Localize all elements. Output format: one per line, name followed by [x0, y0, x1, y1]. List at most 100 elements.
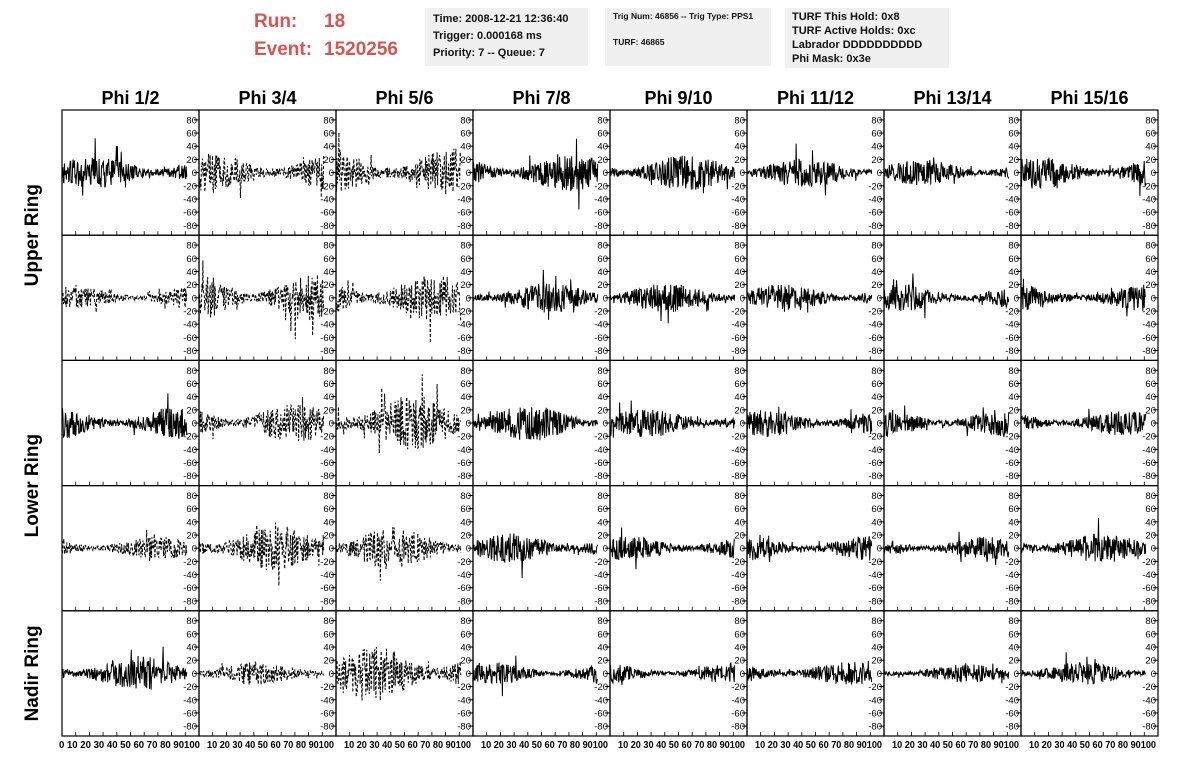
- y-tick-label: -20: [457, 682, 471, 693]
- y-tick-label: -80: [594, 471, 608, 482]
- y-tick-label: -60: [594, 208, 608, 219]
- y-tick-label: -20: [320, 682, 334, 693]
- y-tick-label: 20: [186, 280, 197, 291]
- waveform-panel: -80 -60 -40 -20 0 20 40 60 80: [883, 109, 1022, 236]
- y-tick-label: 40: [871, 392, 882, 403]
- y-tick-label: 20: [460, 155, 471, 166]
- y-tick-label: 0: [603, 293, 608, 304]
- time-line: Time: 2008-12-21 12:36:40: [433, 13, 569, 25]
- y-tick-label: 40: [1145, 267, 1156, 278]
- y-tick-label: 20: [1145, 656, 1156, 667]
- y-tick-label: 80: [597, 115, 608, 126]
- y-tick-label: 20: [597, 155, 608, 166]
- y-tick-label: -40: [320, 320, 334, 331]
- ring-label: Nadir Ring: [22, 625, 43, 721]
- y-tick-label: 20: [186, 531, 197, 542]
- waveform-trace: [1020, 157, 1147, 196]
- y-tick-label: 0: [192, 168, 197, 179]
- waveform-panel: -80 -60 -40 -20 0 20 40 60 80: [609, 485, 748, 612]
- y-tick-label: -20: [1142, 682, 1156, 693]
- event-label: Event:: [254, 39, 313, 60]
- waveform-panel: -80 -60 -40 -20 0 20 40 60 80: [198, 109, 337, 236]
- y-tick-label: 40: [1145, 643, 1156, 654]
- y-tick-label: 60: [186, 379, 197, 390]
- y-tick-label: -80: [457, 346, 471, 357]
- y-tick-label: 0: [740, 168, 745, 179]
- y-tick-label: -60: [1005, 458, 1019, 469]
- y-tick-label: 20: [323, 280, 334, 291]
- y-tick-label: 40: [1145, 392, 1156, 403]
- y-tick-label: -40: [1142, 570, 1156, 581]
- y-tick-label: -40: [868, 695, 882, 706]
- y-tick-label: 40: [186, 267, 197, 278]
- y-tick-label: 40: [597, 517, 608, 528]
- waveform-panel: -80 -60 -40 -20 0 20 40 60 80: [1020, 610, 1159, 737]
- y-tick-label: -60: [320, 708, 334, 719]
- y-tick-label: 20: [734, 531, 745, 542]
- y-tick-label: -20: [320, 306, 334, 317]
- waveform-trace: [746, 143, 873, 196]
- turf-line: TURF: 46865: [613, 37, 665, 47]
- y-tick-label: -80: [457, 722, 471, 733]
- y-tick-label: 20: [871, 656, 882, 667]
- y-tick-label: -20: [183, 682, 197, 693]
- waveform-trace: [609, 284, 736, 324]
- waveform-trace: [335, 374, 462, 454]
- waveform-trace: [883, 405, 1010, 437]
- y-tick-label: -60: [1005, 208, 1019, 219]
- y-tick-label: -40: [320, 194, 334, 205]
- y-tick-label: 80: [323, 616, 334, 627]
- y-tick-label: 60: [460, 129, 471, 140]
- waveform-panel: -80 -60 -40 -20 0 20 40 60 80: [61, 610, 200, 737]
- y-tick-label: 60: [1145, 254, 1156, 265]
- y-tick-label: 80: [186, 115, 197, 126]
- y-tick-label: 60: [734, 129, 745, 140]
- waveform-trace: [609, 400, 736, 438]
- y-tick-label: 80: [323, 491, 334, 502]
- y-tick-label: -60: [1142, 208, 1156, 219]
- y-tick-label: -60: [183, 333, 197, 344]
- y-tick-label: 60: [734, 379, 745, 390]
- y-tick-label: -60: [183, 708, 197, 719]
- y-tick-label: 0: [192, 544, 197, 555]
- y-tick-label: 20: [186, 656, 197, 667]
- y-tick-label: 20: [597, 405, 608, 416]
- y-tick-label: -20: [1005, 306, 1019, 317]
- y-tick-label: -60: [320, 208, 334, 219]
- y-tick-label: -60: [1142, 333, 1156, 344]
- y-tick-label: 40: [871, 267, 882, 278]
- y-tick-label: 40: [186, 643, 197, 654]
- y-tick-label: 40: [323, 142, 334, 153]
- y-tick-label: -80: [868, 471, 882, 482]
- y-tick-label: -60: [457, 208, 471, 219]
- column-title: Phi 7/8: [512, 88, 570, 108]
- y-tick-label: 20: [323, 656, 334, 667]
- y-tick-label: 40: [460, 392, 471, 403]
- y-tick-label: 60: [323, 254, 334, 265]
- waveform-trace: [609, 661, 736, 686]
- y-tick-label: -40: [868, 194, 882, 205]
- run-label: Run:: [254, 11, 298, 32]
- y-tick-label: -40: [594, 320, 608, 331]
- y-tick-label: -40: [320, 570, 334, 581]
- y-tick-label: 20: [1008, 280, 1019, 291]
- y-tick-label: 60: [1145, 129, 1156, 140]
- y-tick-label: 20: [871, 531, 882, 542]
- y-tick-label: -60: [320, 583, 334, 594]
- waveform-panel: -80 -60 -40 -20 0 20 40 60 80: [335, 610, 474, 737]
- waveform-panel: -80 -60 -40 -20 0 20 40 60 80: [746, 109, 885, 236]
- waveform-trace: [472, 407, 599, 441]
- trigger-info-box: Trig Num: 46856 -- Trig Type: PPS1 TURF:…: [605, 8, 771, 66]
- y-tick-label: 40: [734, 142, 745, 153]
- x-tick-label: 10 20 30 40 50 60 70 80 90100: [1029, 739, 1156, 751]
- y-tick-label: 80: [734, 616, 745, 627]
- waveform-trace: [335, 647, 462, 701]
- y-tick-label: 40: [460, 517, 471, 528]
- y-tick-label: -80: [457, 471, 471, 482]
- y-tick-label: -20: [183, 557, 197, 568]
- y-tick-label: -40: [320, 695, 334, 706]
- waveform-panel: -80 -60 -40 -20 0 20 40 60 80: [883, 610, 1022, 737]
- y-tick-label: 0: [1014, 669, 1019, 680]
- waveform-trace: [883, 157, 1010, 186]
- y-tick-label: 0: [466, 669, 471, 680]
